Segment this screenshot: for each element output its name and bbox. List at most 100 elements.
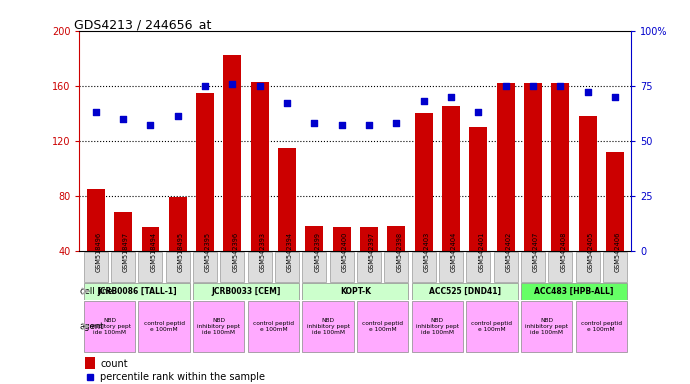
Point [282,100,293,106]
Bar [524,83,542,251]
FancyBboxPatch shape [302,283,408,300]
Bar [251,81,268,251]
FancyBboxPatch shape [575,252,600,282]
FancyBboxPatch shape [275,252,299,282]
Text: GSM542406: GSM542406 [615,232,621,272]
Text: NBD
inhibitory pept
ide 100mM: NBD inhibitory pept ide 100mM [525,318,568,335]
Bar [306,226,323,251]
Text: ACC483 [HPB-ALL]: ACC483 [HPB-ALL] [534,287,613,296]
Text: control peptid
e 100mM: control peptid e 100mM [144,321,184,332]
Text: ACC525 [DND41]: ACC525 [DND41] [428,287,501,296]
Bar [388,226,405,251]
Bar [169,197,186,251]
FancyBboxPatch shape [439,252,463,282]
Text: count: count [100,359,128,369]
Text: GSM542394: GSM542394 [287,232,293,272]
Text: GSM542397: GSM542397 [369,232,375,272]
Text: GSM542393: GSM542393 [259,232,266,271]
Text: cell line: cell line [80,287,112,296]
Bar [606,152,624,251]
Bar [579,116,597,251]
Point [254,83,265,89]
Text: GSM542395: GSM542395 [205,232,211,272]
Text: GSM518496: GSM518496 [96,232,101,272]
FancyBboxPatch shape [521,283,627,300]
Text: GSM542405: GSM542405 [588,232,593,272]
Point [609,94,620,100]
Text: control peptid
e 100mM: control peptid e 100mM [581,321,622,332]
FancyBboxPatch shape [549,252,572,282]
FancyBboxPatch shape [139,252,162,282]
FancyBboxPatch shape [603,252,627,282]
Text: GSM542408: GSM542408 [560,232,566,272]
Text: NBD
inhibitory pept
ide 100mM: NBD inhibitory pept ide 100mM [197,318,240,335]
FancyBboxPatch shape [193,283,299,300]
Text: GSM542404: GSM542404 [451,232,457,272]
Text: NBD
inhibitory pept
ide 100mM: NBD inhibitory pept ide 100mM [306,318,350,335]
Point [527,83,538,89]
Text: KOPT-K: KOPT-K [340,287,371,296]
FancyBboxPatch shape [521,252,545,282]
Bar [85,357,95,369]
Text: GSM518495: GSM518495 [178,232,184,272]
Text: GSM542403: GSM542403 [424,232,430,272]
Bar [141,227,159,251]
Point [446,94,457,100]
Point [117,116,128,122]
FancyBboxPatch shape [412,301,463,352]
Bar [497,83,515,251]
Point [500,83,511,89]
Point [90,109,101,115]
Bar [114,212,132,251]
Text: control peptid
e 100mM: control peptid e 100mM [471,321,513,332]
FancyBboxPatch shape [111,252,135,282]
Text: GSM542398: GSM542398 [396,232,402,272]
Bar [360,227,378,251]
Text: GSM542407: GSM542407 [533,232,539,272]
FancyBboxPatch shape [193,301,244,352]
FancyBboxPatch shape [248,301,299,352]
Text: agent: agent [80,322,104,331]
Point [227,80,238,86]
FancyBboxPatch shape [466,252,491,282]
FancyBboxPatch shape [575,301,627,352]
FancyBboxPatch shape [83,252,108,282]
Bar [333,227,351,251]
Bar [196,93,214,251]
Text: GSM518494: GSM518494 [150,232,157,272]
Point [364,122,375,128]
FancyBboxPatch shape [83,283,190,300]
Text: NBD
inhibitory pept
ide 100mM: NBD inhibitory pept ide 100mM [88,318,131,335]
Text: GDS4213 / 244656_at: GDS4213 / 244656_at [74,18,211,31]
Text: GSM542396: GSM542396 [233,232,238,272]
FancyBboxPatch shape [412,283,518,300]
FancyBboxPatch shape [83,301,135,352]
FancyBboxPatch shape [220,252,244,282]
Point [391,120,402,126]
Text: GSM518497: GSM518497 [123,232,129,272]
Point [582,89,593,95]
FancyBboxPatch shape [357,252,381,282]
Text: GSM542402: GSM542402 [506,232,512,272]
Text: control peptid
e 100mM: control peptid e 100mM [253,321,294,332]
FancyBboxPatch shape [412,252,435,282]
FancyBboxPatch shape [466,301,518,352]
Text: JCRB0086 [TALL-1]: JCRB0086 [TALL-1] [97,287,177,296]
Bar [278,147,296,251]
Text: GSM542400: GSM542400 [342,232,348,272]
FancyBboxPatch shape [384,252,408,282]
Bar [551,83,569,251]
Point [555,83,566,89]
FancyBboxPatch shape [493,252,518,282]
FancyBboxPatch shape [302,301,354,352]
Point [418,98,429,104]
FancyBboxPatch shape [521,301,572,352]
FancyBboxPatch shape [357,301,408,352]
FancyBboxPatch shape [302,252,326,282]
Bar [442,106,460,251]
FancyBboxPatch shape [330,252,354,282]
Bar [224,55,241,251]
Text: GSM542401: GSM542401 [478,232,484,272]
FancyBboxPatch shape [139,301,190,352]
Point [473,109,484,115]
